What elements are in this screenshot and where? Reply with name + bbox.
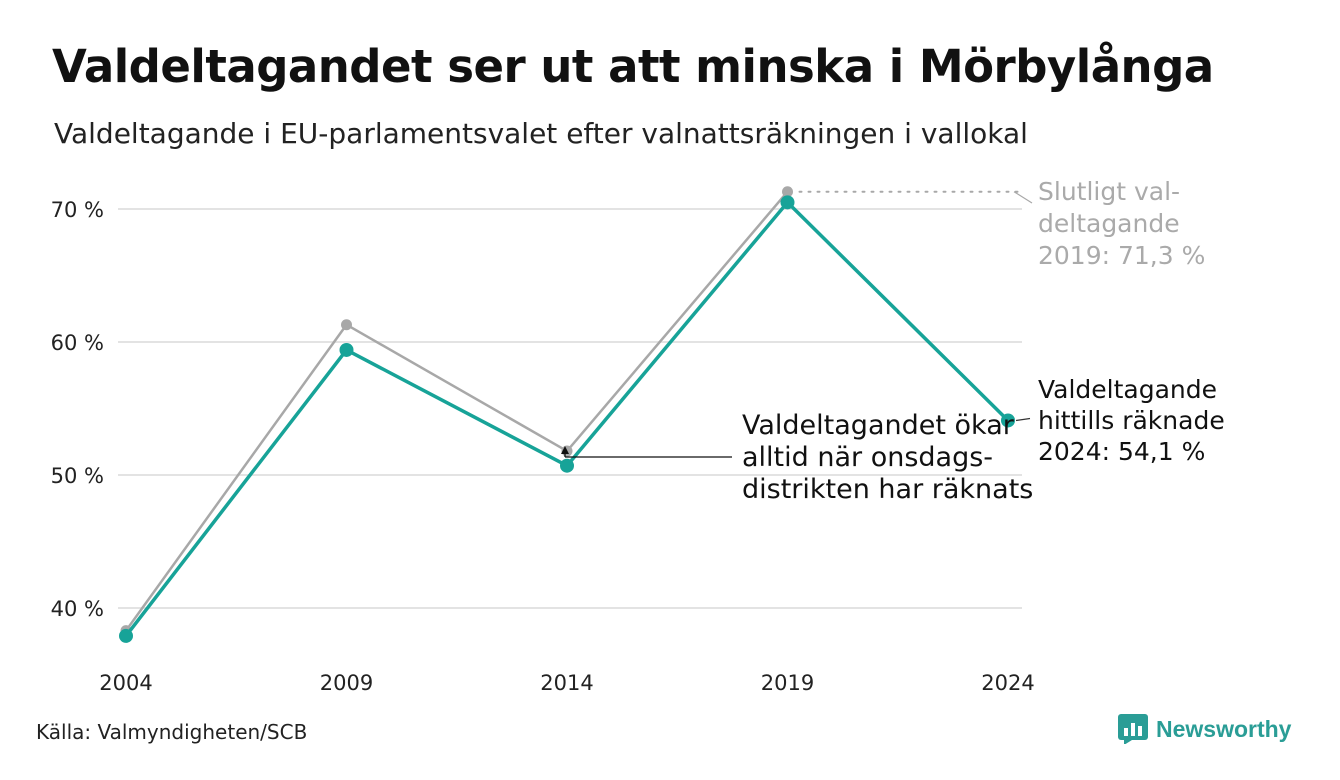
annotation-note-2014: Valdeltagandet ökar bbox=[742, 410, 1015, 441]
data-point-final bbox=[782, 186, 793, 198]
annotation-current-2024: hittills räknade bbox=[1038, 406, 1225, 435]
data-point-election-night bbox=[119, 628, 133, 643]
x-tick-label: 2004 bbox=[99, 671, 152, 695]
x-tick-label: 2019 bbox=[761, 671, 814, 695]
data-point-election-night bbox=[339, 342, 354, 357]
annotation-arrowhead bbox=[561, 446, 569, 454]
brand-name: Newsworthy bbox=[1156, 715, 1292, 742]
data-point-election-night bbox=[560, 458, 574, 473]
data-point-election-night bbox=[1001, 413, 1015, 428]
y-tick-label: 70 % bbox=[51, 198, 104, 222]
y-tick-label: 50 % bbox=[51, 464, 104, 488]
annotation-final-2019: 2019: 71,3 % bbox=[1038, 241, 1205, 270]
annotation-leader bbox=[1015, 417, 1031, 422]
annotation-final-2019: deltagande bbox=[1038, 209, 1180, 238]
x-tick-label: 2014 bbox=[540, 671, 593, 695]
annotation-final-2019: Slutligt val- bbox=[1038, 177, 1180, 206]
y-tick-label: 60 % bbox=[51, 331, 104, 355]
annotation-current-2024: Valdeltagande bbox=[1038, 375, 1217, 404]
x-tick-label: 2009 bbox=[320, 671, 373, 695]
chart-subtitle: Valdeltagande i EU-parlamentsvalet efter… bbox=[54, 117, 1028, 150]
data-point-final bbox=[341, 319, 352, 331]
x-tick-label: 2024 bbox=[981, 671, 1034, 695]
annotation-current-2024: 2024: 54,1 % bbox=[1038, 437, 1205, 466]
source-note: Källa: Valmyndigheten/SCB bbox=[36, 720, 308, 744]
data-point-election-night bbox=[780, 195, 795, 210]
y-tick-label: 40 % bbox=[51, 597, 104, 621]
brand-logo: Newsworthy bbox=[1118, 714, 1291, 744]
annotation-leader bbox=[1013, 191, 1033, 204]
chart-title: Valdeltagandet ser ut att minska i Mörby… bbox=[52, 40, 1214, 93]
annotation-note-2014: distrikten har räknats bbox=[742, 474, 1033, 505]
annotation-note-2014: alltid när onsdags- bbox=[742, 442, 993, 473]
newsworthy-logo-icon bbox=[1118, 714, 1148, 744]
series-line-final bbox=[124, 190, 789, 632]
